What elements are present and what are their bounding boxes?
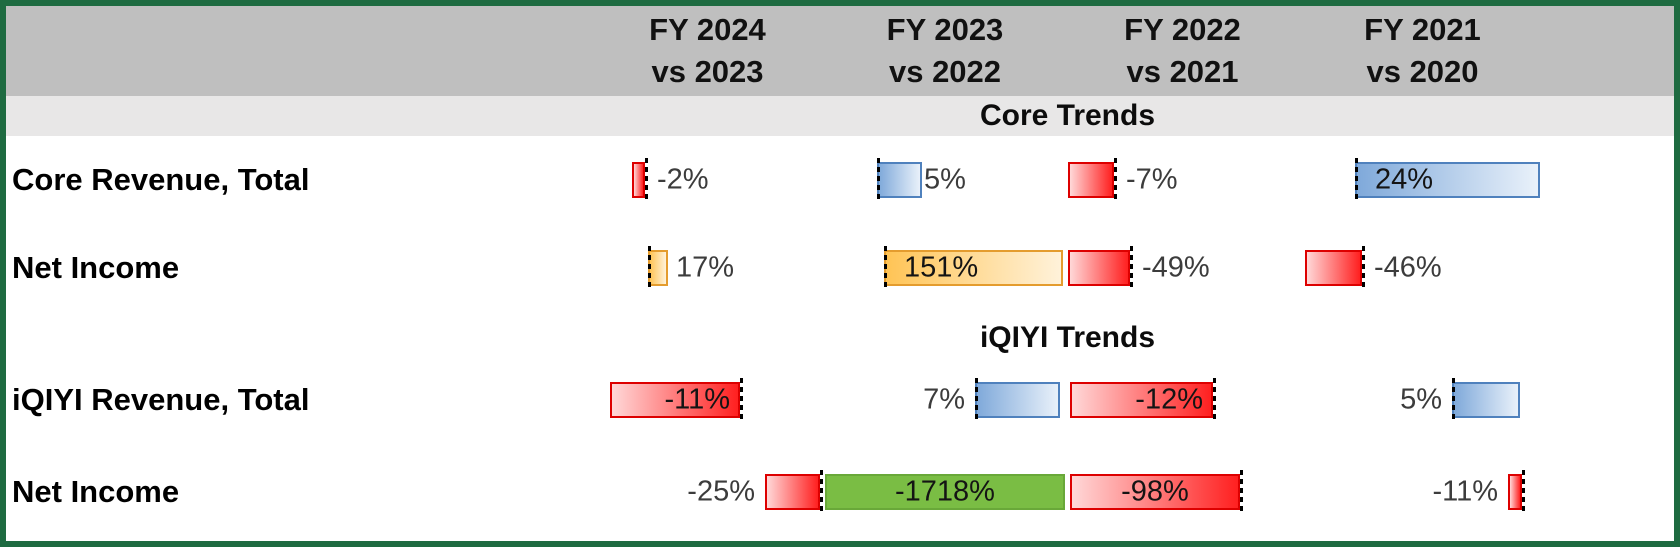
section-title-iqiyi-trends: iQIYI Trends: [979, 321, 1156, 354]
axis-dash-marker: [1240, 469, 1243, 514]
data-bar: [1355, 162, 1540, 198]
data-bar: [1068, 162, 1114, 198]
data-bar: [632, 162, 645, 198]
row-label: Core Revenue, Total: [12, 162, 310, 197]
data-bar: [610, 381, 740, 418]
value-label: 5%: [1400, 383, 1442, 415]
axis-dash-marker: [975, 377, 978, 422]
axis-dash-marker: [1362, 246, 1365, 290]
data-bar: [1305, 250, 1362, 286]
header-corner-cell: [6, 6, 590, 96]
column-header-fy2022-vs-2021: FY 2022 vs 2021: [1065, 6, 1300, 96]
data-bar: [825, 473, 1065, 510]
value-label: 5%: [924, 163, 966, 196]
data-cell: 17%: [590, 224, 825, 312]
header-line1: FY 2021: [1364, 12, 1481, 48]
axis-dash-marker: [1355, 158, 1358, 202]
axis-dash-marker: [648, 246, 651, 290]
data-bar: [1452, 381, 1520, 418]
section-band-iqiyi-trends: iQIYI Trends: [6, 312, 1674, 357]
value-label: -46%: [1374, 251, 1442, 284]
data-cell: -7%: [1065, 136, 1300, 224]
data-bar: [1068, 250, 1130, 286]
value-label: 24%: [1375, 163, 1434, 196]
data-bar: [1508, 473, 1522, 510]
header-line2: vs 2021: [1126, 54, 1239, 89]
data-cell: -49%: [1065, 224, 1300, 312]
value-label: -25%: [687, 475, 755, 507]
value-label: -1718%: [895, 475, 995, 507]
axis-dash-marker: [1130, 246, 1133, 290]
header-line2: vs 2022: [888, 54, 1002, 89]
value-label: 7%: [923, 383, 965, 415]
value-label: 17%: [676, 251, 735, 284]
column-header-fy2024-vs-2023: FY 2024 vs 2023: [590, 6, 825, 96]
row-label: iQIYI Revenue, Total: [12, 381, 310, 417]
data-cell: -1718%: [825, 442, 1065, 541]
row-right-padding: [1545, 224, 1674, 312]
row-label: Net Income: [12, 473, 180, 509]
axis-dash-marker: [1522, 469, 1525, 514]
row-right-padding: [1545, 357, 1674, 442]
header-line2: vs 2023: [651, 54, 764, 89]
data-cell: 7%: [825, 357, 1065, 442]
table-row-core-net-income: Net Income 17% 151% -49% -46%: [6, 224, 1674, 312]
data-bar: [975, 381, 1060, 418]
table-header-row: FY 2024 vs 2023 FY 2023 vs 2022 FY 2022 …: [6, 6, 1674, 96]
section-band-core-trends: Core Trends: [6, 96, 1674, 136]
data-bar: [884, 250, 1063, 286]
data-bar: [648, 250, 668, 286]
section-title-core-trends: Core Trends: [979, 99, 1156, 132]
axis-dash-marker: [1114, 158, 1117, 202]
row-label: Net Income: [12, 250, 180, 285]
axis-dash-marker: [884, 246, 887, 290]
value-label: -2%: [657, 163, 709, 196]
axis-dash-marker: [1213, 377, 1216, 422]
header-line1: FY 2022: [1124, 12, 1241, 48]
value-label: -11%: [664, 383, 730, 415]
data-cell: 151%: [825, 224, 1065, 312]
data-cell: -25%: [590, 442, 825, 541]
axis-dash-marker: [820, 469, 823, 514]
data-bar: [877, 162, 922, 198]
data-bar: [765, 473, 820, 510]
header-right-padding: [1545, 6, 1674, 96]
column-header-fy2023-vs-2022: FY 2023 vs 2022: [825, 6, 1065, 96]
header-line1: FY 2024: [649, 12, 766, 48]
data-cell: 5%: [825, 136, 1065, 224]
data-bar: [1070, 473, 1240, 510]
data-cell: -11%: [1300, 442, 1545, 541]
row-right-padding: [1545, 136, 1674, 224]
data-cell: -46%: [1300, 224, 1545, 312]
data-cell: 5%: [1300, 357, 1545, 442]
header-line2: vs 2020: [1366, 54, 1479, 89]
axis-dash-marker: [877, 158, 880, 202]
data-cell: -11%: [590, 357, 825, 442]
column-header-fy2021-vs-2020: FY 2021 vs 2020: [1300, 6, 1545, 96]
data-cell: -98%: [1065, 442, 1300, 541]
axis-dash-marker: [740, 377, 743, 422]
table-row-iqiyi-revenue-total: iQIYI Revenue, Total -11% 7% -12% 5%: [6, 357, 1674, 442]
value-label: 151%: [904, 251, 979, 284]
header-line1: FY 2023: [886, 12, 1004, 48]
data-bar: [1070, 381, 1213, 418]
value-label: -7%: [1126, 163, 1178, 196]
value-label: -98%: [1121, 475, 1189, 507]
data-cell: -2%: [590, 136, 825, 224]
value-label: -12%: [1135, 383, 1203, 415]
axis-dash-marker: [645, 158, 648, 202]
table-row-core-revenue-total: Core Revenue, Total -2% 5% -7% 24%: [6, 136, 1674, 224]
table-row-iqiyi-net-income: Net Income -25% -1718% -98% -11%: [6, 442, 1674, 541]
value-label: -49%: [1142, 251, 1210, 284]
data-cell: -12%: [1065, 357, 1300, 442]
axis-dash-marker: [1452, 377, 1455, 422]
data-cell: 24%: [1300, 136, 1545, 224]
row-right-padding: [1545, 442, 1674, 541]
value-label: -11%: [1432, 475, 1498, 507]
